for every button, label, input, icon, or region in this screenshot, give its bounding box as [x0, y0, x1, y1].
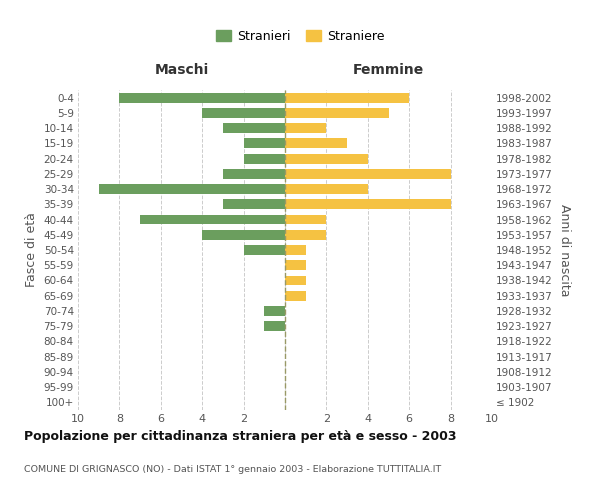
Y-axis label: Anni di nascita: Anni di nascita: [559, 204, 571, 296]
Bar: [202, 108, 285, 118]
Text: COMUNE DI GRIGNASCO (NO) - Dati ISTAT 1° gennaio 2003 - Elaborazione TUTTITALIA.: COMUNE DI GRIGNASCO (NO) - Dati ISTAT 1°…: [24, 465, 441, 474]
Bar: [285, 276, 306, 285]
Bar: [244, 245, 285, 255]
Bar: [244, 138, 285, 148]
Bar: [285, 291, 306, 300]
Bar: [265, 321, 285, 331]
Bar: [285, 138, 347, 148]
Legend: Stranieri, Straniere: Stranieri, Straniere: [212, 26, 388, 47]
Bar: [223, 169, 285, 179]
Bar: [202, 230, 285, 239]
Bar: [285, 200, 451, 209]
Y-axis label: Fasce di età: Fasce di età: [25, 212, 38, 288]
Bar: [285, 123, 326, 133]
Bar: [285, 260, 306, 270]
Bar: [285, 108, 389, 118]
Bar: [265, 306, 285, 316]
Bar: [223, 123, 285, 133]
Text: Popolazione per cittadinanza straniera per età e sesso - 2003: Popolazione per cittadinanza straniera p…: [24, 430, 457, 443]
Bar: [223, 200, 285, 209]
Bar: [140, 214, 285, 224]
Bar: [119, 92, 285, 102]
Bar: [285, 214, 326, 224]
Bar: [285, 230, 326, 239]
Bar: [285, 169, 451, 179]
Bar: [285, 245, 306, 255]
Text: Femmine: Femmine: [353, 64, 424, 78]
Bar: [285, 154, 368, 164]
Bar: [285, 92, 409, 102]
Bar: [244, 154, 285, 164]
Bar: [285, 184, 368, 194]
Text: Maschi: Maschi: [154, 64, 209, 78]
Bar: [99, 184, 285, 194]
